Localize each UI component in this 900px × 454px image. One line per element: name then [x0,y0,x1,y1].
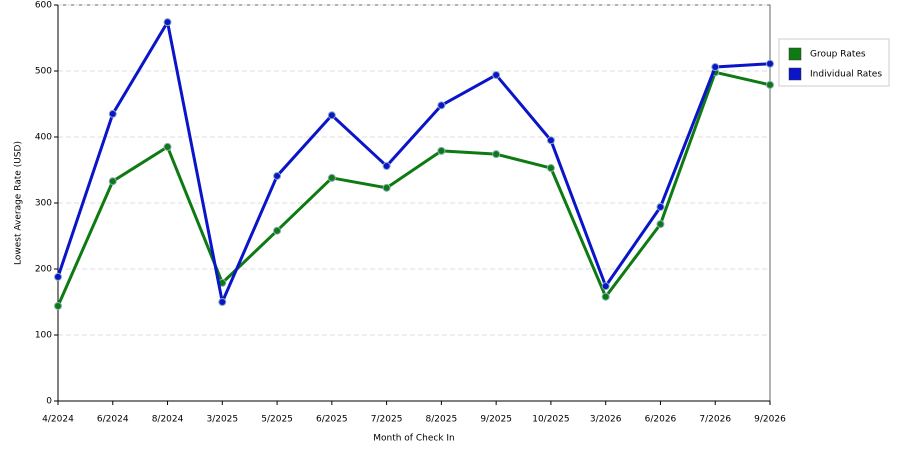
y-tick-label: 200 [35,265,52,275]
x-tick-label: 9/2025 [480,415,512,425]
y-tick-label: 400 [35,133,52,143]
x-tick-label: 7/2026 [699,415,731,425]
data-point [492,70,501,79]
data-point [546,164,555,173]
data-point [54,272,62,281]
data-point [437,101,446,110]
data-point [492,150,501,159]
data-point [327,111,336,120]
series-line [56,20,771,304]
x-tick-label: 3/2026 [590,415,622,425]
data-point [766,59,774,68]
data-point [437,146,446,155]
legend-label: Individual Rates [810,70,882,80]
legend-swatch [788,47,802,61]
y-tick-label: 0 [46,397,52,407]
x-tick-label: 6/2025 [316,415,348,425]
legend-label: Group Rates [810,50,866,60]
x-tick-label: 4/2024 [42,415,74,425]
data-point [382,183,391,192]
y-tick-label: 600 [35,1,52,11]
data-point [273,226,282,235]
y-axis-label: Lowest Average Rate (USD) [14,141,24,265]
legend-swatch [788,67,802,81]
y-tick-label: 300 [35,199,52,209]
x-tick-label: 9/2026 [754,415,786,425]
x-tick-label: 6/2026 [645,415,677,425]
data-point [656,202,665,211]
x-tick-label: 8/2025 [426,415,458,425]
data-point [218,298,227,306]
data-point [601,292,610,301]
data-point [711,63,720,72]
x-tick-label: 3/2025 [206,415,238,425]
x-tick-label: 6/2024 [97,415,129,425]
data-point [163,142,172,151]
y-tick-label: 500 [35,67,52,77]
data-point [108,177,117,186]
data-point [327,173,336,182]
data-point [766,80,774,89]
data-point [656,220,665,229]
y-tick-label: 100 [35,331,52,341]
data-point [273,171,282,180]
data-point [108,109,117,118]
x-tick-label: 8/2024 [152,415,184,425]
data-point [546,136,555,145]
x-tick-label: 5/2025 [261,415,293,425]
data-point [382,162,391,171]
data-point [601,282,610,291]
series-line [56,70,771,307]
x-axis-label: Month of Check In [373,434,455,444]
data-point [54,301,62,310]
data-point [163,18,172,27]
x-tick-label: 7/2025 [371,415,403,425]
x-tick-label: 10/2025 [532,415,569,425]
